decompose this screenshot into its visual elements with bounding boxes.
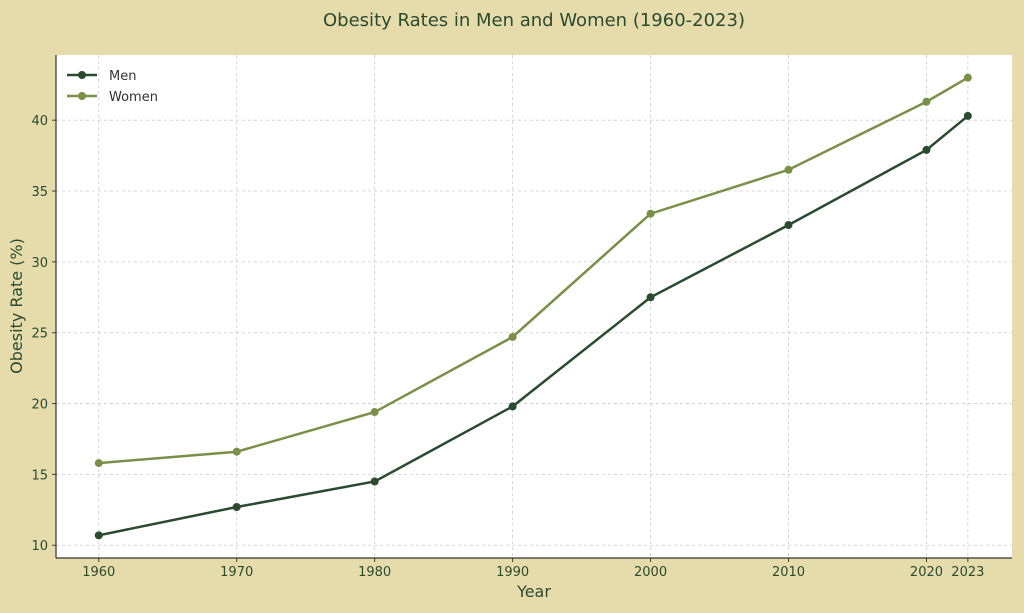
data-point-women bbox=[94, 459, 103, 468]
y-tick-label: 10 bbox=[31, 539, 48, 554]
y-tick-label: 20 bbox=[31, 398, 48, 413]
x-tick-label: 2023 bbox=[951, 565, 984, 580]
legend-label-women: Women bbox=[109, 90, 158, 105]
data-point-women bbox=[963, 73, 972, 82]
x-tick-label: 1980 bbox=[358, 565, 391, 580]
data-point-men bbox=[508, 402, 517, 411]
data-point-men bbox=[232, 502, 241, 511]
data-point-women bbox=[232, 447, 241, 456]
x-tick-label: 2020 bbox=[910, 565, 943, 580]
x-axis-label: Year bbox=[516, 582, 551, 601]
data-point-men bbox=[784, 221, 793, 230]
data-point-men bbox=[370, 477, 379, 486]
data-point-women bbox=[784, 165, 793, 174]
data-point-men bbox=[94, 531, 103, 540]
legend: Men Women bbox=[67, 69, 158, 105]
data-point-women bbox=[922, 97, 931, 106]
data-point-women bbox=[370, 408, 379, 417]
data-point-men bbox=[963, 111, 972, 120]
data-point-women bbox=[508, 332, 517, 341]
y-tick-label: 30 bbox=[31, 256, 48, 271]
data-point-men bbox=[922, 145, 931, 154]
x-tick-label: 1990 bbox=[496, 565, 529, 580]
y-tick-label: 25 bbox=[31, 327, 48, 342]
x-tick-label: 2000 bbox=[634, 565, 667, 580]
chart-title: Obesity Rates in Men and Women (1960-202… bbox=[323, 10, 745, 31]
series-line-women bbox=[98, 76, 969, 465]
y-tick-label: 15 bbox=[31, 468, 48, 483]
data-point-men bbox=[646, 293, 655, 302]
data-point-women bbox=[646, 209, 655, 218]
x-tick-label: 1970 bbox=[220, 565, 253, 580]
legend-marker-men bbox=[78, 71, 86, 79]
y-tick-label: 40 bbox=[31, 114, 48, 129]
axes: 1960 1970 1980 1990 2000 2010 2020 2023 10 15 20 25… bbox=[31, 55, 1012, 580]
legend-marker-women bbox=[78, 92, 86, 100]
legend-label-men: Men bbox=[109, 69, 136, 84]
x-tick-label: 1960 bbox=[82, 565, 115, 580]
y-axis-label: Obesity Rate (%) bbox=[7, 238, 26, 374]
series-group bbox=[94, 73, 972, 540]
y-tick-label: 35 bbox=[31, 185, 48, 200]
series-line-men bbox=[98, 114, 969, 537]
x-tick-label: 2010 bbox=[772, 565, 805, 580]
